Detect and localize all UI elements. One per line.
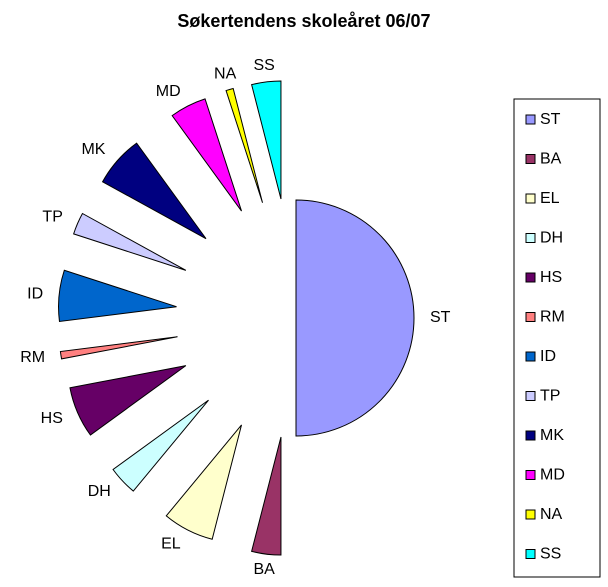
legend-box [513, 98, 601, 578]
legend-swatch [525, 193, 536, 204]
slice-label: MD [156, 83, 181, 100]
pie-slice [101, 142, 207, 240]
pie-slice [58, 269, 177, 323]
slice-label: NA [214, 65, 237, 82]
slice-label: BA [253, 561, 275, 578]
legend-swatch [525, 154, 536, 164]
legend-label: MK [540, 427, 564, 444]
slice-label: ST [430, 309, 451, 326]
slice-label: SS [253, 57, 274, 74]
legend-label: EL [540, 190, 560, 207]
chart-title: Søkertendens skoleåret 06/07 [177, 11, 430, 31]
legend-swatch [525, 114, 536, 125]
slice-label: DH [88, 483, 111, 500]
legend-swatch [525, 233, 536, 243]
slice-label: TP [42, 208, 62, 225]
legend-swatch [525, 509, 536, 520]
legend-swatch [525, 272, 536, 283]
slice-label: ID [27, 285, 43, 302]
slice-label: EL [161, 536, 181, 553]
pie-slice [73, 212, 187, 271]
legend-label: TP [540, 388, 560, 405]
pie-slice [251, 80, 282, 200]
legend-swatch [525, 391, 536, 401]
legend-label: SS [540, 546, 561, 563]
legend-swatch [525, 470, 536, 480]
legend-swatch [525, 351, 536, 362]
pie-slice [171, 98, 242, 212]
slice-label: RM [20, 349, 45, 366]
pie-slice [59, 336, 178, 360]
legend-label: RM [540, 309, 565, 326]
pie-slice [165, 424, 243, 540]
pie-slice [112, 399, 209, 492]
pie-slice [251, 436, 282, 556]
legend-swatch [525, 312, 536, 322]
pie-slice [69, 365, 187, 436]
legend-label: NA [540, 506, 563, 523]
slice-label: HS [41, 410, 63, 427]
pie-slice [295, 199, 415, 437]
legend-swatch [525, 430, 536, 441]
legend-label: DH [540, 230, 563, 247]
legend-label: HS [540, 269, 562, 286]
legend-label: ST [540, 111, 561, 128]
pie-slice [225, 87, 264, 203]
legend-label: MD [540, 467, 565, 484]
legend-label: ID [540, 348, 556, 365]
legend-swatch [525, 549, 536, 559]
slice-label: MK [81, 141, 105, 158]
legend-label: BA [540, 151, 562, 168]
